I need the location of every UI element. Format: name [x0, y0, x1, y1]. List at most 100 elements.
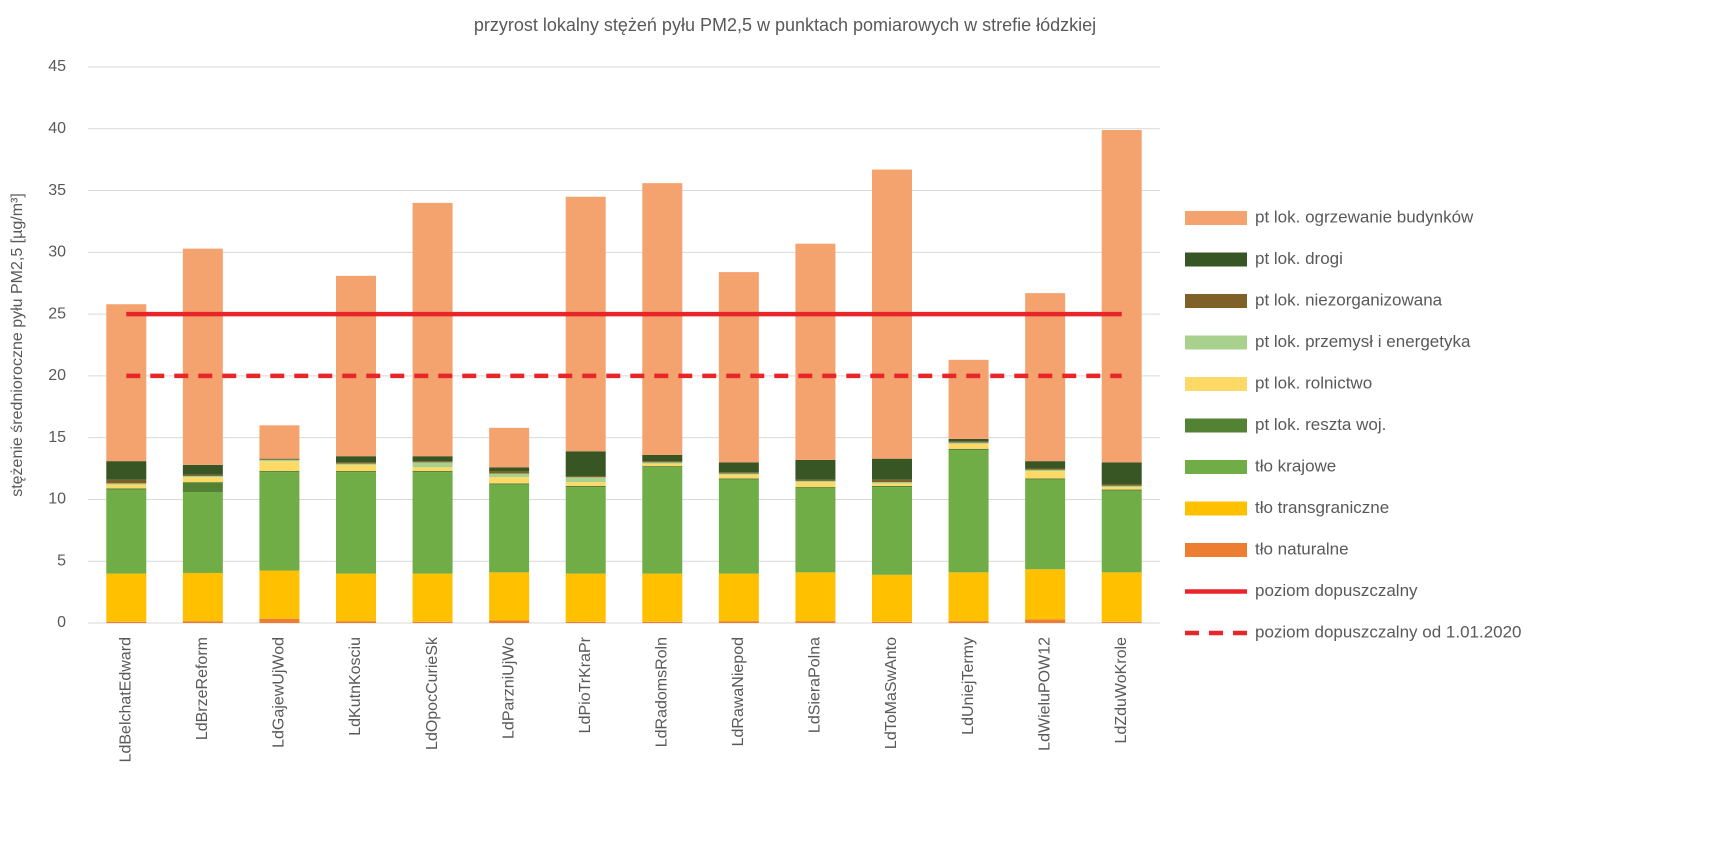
bar-segment: [948, 443, 989, 449]
bar-segment: [259, 459, 300, 462]
bar-segment: [412, 621, 453, 623]
bar-segment: [642, 466, 683, 468]
legend-swatch: [1185, 543, 1247, 557]
bar-segment: [259, 471, 300, 473]
y-tick-label: 20: [48, 367, 66, 384]
bar-segment: [489, 477, 530, 484]
legend-label: pt lok. ogrzewanie budynków: [1255, 207, 1474, 226]
bar-segment: [642, 462, 683, 464]
bar-segment: [1025, 619, 1066, 623]
bar-segment: [489, 620, 530, 623]
y-tick-label: 40: [48, 120, 66, 137]
bar-segment: [795, 621, 836, 623]
x-tick-label: LdParzniUjWo: [500, 637, 517, 739]
bar-segment: [336, 621, 376, 623]
bar-segment: [106, 479, 147, 484]
bar-segment: [872, 458, 912, 480]
bar-segment: [1025, 468, 1066, 470]
bar-segment: [795, 479, 836, 481]
bar-segment: [182, 482, 223, 493]
bar-segment: [565, 196, 606, 452]
legend-swatch: [1185, 460, 1247, 474]
legend-swatch: [1185, 294, 1247, 308]
bar-segment: [642, 461, 683, 463]
bar-segment: [948, 621, 989, 623]
bar-segment: [412, 456, 453, 462]
bar-segment: [642, 573, 683, 622]
bar-segment: [106, 484, 147, 489]
y-tick-label: 10: [48, 491, 66, 508]
bar-segment: [795, 482, 836, 488]
bar-segment: [565, 573, 606, 622]
bar-segment: [718, 573, 759, 622]
x-tick-label: LdRawaNiepod: [730, 637, 747, 746]
bar-segment: [872, 621, 912, 623]
bar-segment: [565, 621, 606, 623]
x-tick-label: LdOpocCurieSk: [424, 636, 441, 750]
x-tick-label: LdWieluPOW12: [1036, 637, 1053, 751]
bar-segment: [106, 621, 147, 623]
legend-label: pt lok. reszta woj.: [1255, 415, 1386, 434]
x-tick-label: LdRadomsRoln: [654, 637, 671, 747]
bar-segment: [489, 484, 530, 573]
y-tick-label: 45: [48, 58, 66, 75]
x-tick-label: LdPioTrKraPr: [577, 636, 594, 733]
x-tick-label: LdUniejTermy: [960, 637, 977, 735]
legend-label: poziom dopuszczalny: [1255, 581, 1418, 600]
legend-swatch: [1185, 501, 1247, 516]
bar-segment: [718, 462, 759, 473]
bar-segment: [718, 478, 759, 480]
y-tick-label: 25: [48, 305, 66, 322]
bar-segment: [565, 477, 606, 483]
bar-segment: [336, 471, 376, 473]
bar-segment: [489, 427, 530, 468]
bar-segment: [106, 488, 147, 490]
bar-segment: [948, 572, 989, 622]
x-tick-label: LdBelchatEdward: [118, 637, 135, 762]
bar-segment: [106, 489, 147, 574]
legend-swatch: [1185, 418, 1247, 433]
bar-segment: [412, 573, 453, 622]
bar-segment: [489, 572, 530, 621]
bar-segment: [872, 479, 912, 483]
x-tick-label: LdKutnKosciu: [347, 637, 364, 736]
legend-label: pt lok. przemysł i energetyka: [1255, 332, 1471, 351]
x-tick-label: LdGajewUjWod: [271, 637, 288, 748]
bar-segment: [106, 304, 147, 462]
bar-segment: [1101, 490, 1142, 573]
bar-segment: [106, 461, 147, 480]
bar-segment: [1101, 572, 1142, 622]
x-tick-label: LdZduWoKrole: [1113, 637, 1130, 744]
bar-segment: [182, 464, 223, 475]
x-tick-label: LdToMaSwAnto: [883, 637, 900, 749]
bar-segment: [642, 467, 683, 574]
legend-swatch: [1185, 377, 1247, 391]
bar-segment: [642, 183, 683, 455]
bar-segment: [1101, 462, 1142, 485]
legend-swatch: [1185, 252, 1247, 267]
bar-segment: [1101, 484, 1142, 486]
bar-segment: [872, 483, 912, 486]
bar-segment: [1101, 489, 1142, 491]
bar-segment: [182, 621, 223, 623]
legend-label: pt lok. drogi: [1255, 249, 1343, 268]
bar-segment: [336, 463, 376, 465]
bar-segment: [182, 477, 223, 483]
legend-label: pt lok. rolnictwo: [1255, 373, 1372, 392]
bar-segment: [718, 473, 759, 475]
bar-segment: [412, 472, 453, 574]
bar-segment: [948, 442, 989, 444]
bar-segment: [948, 441, 989, 443]
y-tick-label: 15: [48, 429, 66, 446]
legend-swatch: [1185, 211, 1247, 225]
bar-segment: [872, 482, 912, 484]
bar-segment: [412, 467, 453, 472]
bar-segment: [182, 492, 223, 573]
bar-segment: [795, 480, 836, 483]
bar-segment: [948, 448, 989, 451]
bar-segment: [795, 572, 836, 622]
bar-segment: [718, 621, 759, 623]
legend-label: pt lok. niezorganizowana: [1255, 290, 1443, 309]
bar-segment: [106, 573, 147, 622]
